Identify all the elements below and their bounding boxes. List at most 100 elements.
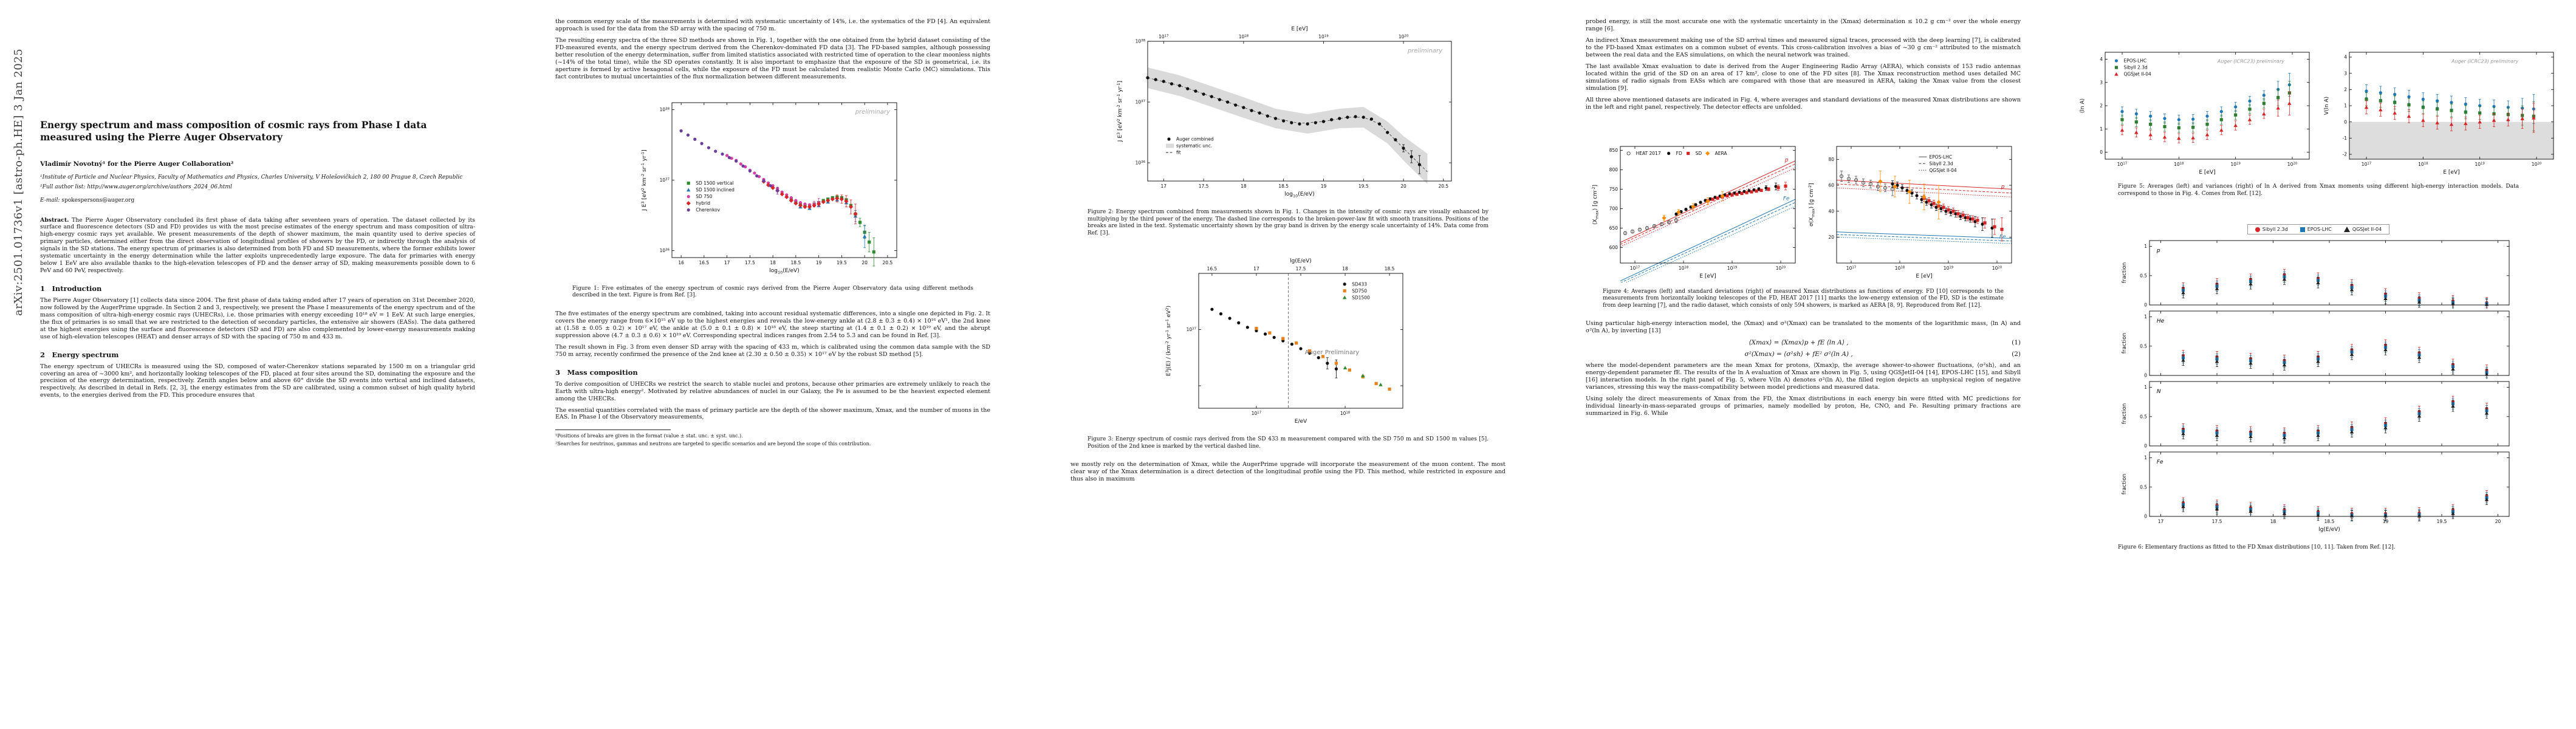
svg-text:Fe: Fe	[1999, 234, 2006, 240]
svg-text:p: p	[1784, 157, 1789, 163]
svg-text:QGSJet II-04: QGSJet II-04	[1929, 168, 1957, 173]
page-1-content: Energy spectrum and mass composition of …	[0, 0, 515, 399]
paragraph: An indirect Xmax measurement making use …	[1586, 36, 2021, 58]
page-3: 17 17.5 18 18.5 19 19.5 20 20.5 1017 1018 1019 1020…	[1030, 0, 1546, 729]
legend-entry: EPOS-LHC	[2300, 227, 2332, 232]
author-list-label: ²Full author list:	[40, 183, 86, 190]
paragraph: The five estimates of the energy spectru…	[555, 310, 990, 339]
svg-text:log10(E/eV): log10(E/eV)	[1284, 191, 1314, 198]
svg-text:16.5: 16.5	[699, 260, 710, 265]
fig6he-svg: 0 0.5 1 fraction He	[2122, 310, 2510, 380]
paragraph: The essential quantities correlated with…	[555, 406, 990, 421]
abstract: Abstract. The Pierre Auger Observatory c…	[40, 217, 475, 275]
svg-text:0: 0	[2144, 443, 2147, 449]
svg-text:1020: 1020	[1776, 265, 1786, 271]
svg-text:Sibyll 2.3d: Sibyll 2.3d	[2123, 65, 2148, 70]
svg-text:20: 20	[1400, 183, 1406, 189]
legend-entry: Sibyll 2.3d	[2255, 227, 2288, 232]
svg-text:20: 20	[2495, 519, 2501, 524]
svg-text:0.5: 0.5	[2140, 343, 2147, 349]
section-2-paragraph: The energy spectrum of UHECRs is measure…	[40, 363, 475, 399]
fig5r-svg: 1017 1018 1019 1020 -2 -1 0 1 2 3 4 E [eV] V(ln A) Au…	[2324, 52, 2554, 176]
figure-5-caption: Figure 5: Averages (left) and variances …	[2118, 183, 2519, 197]
svg-text:1017: 1017	[2362, 162, 2371, 167]
fig6p-svg: 0 0.5 1 fraction p	[2122, 240, 2510, 309]
equation-1-number: (1)	[2012, 339, 2021, 347]
svg-text:16: 16	[678, 260, 684, 265]
svg-text:20.5: 20.5	[883, 260, 893, 265]
paragraph: probed energy, is still the most accurat…	[1586, 18, 2021, 32]
svg-text:17.5: 17.5	[1199, 183, 1209, 189]
svg-text:SD 750: SD 750	[696, 194, 712, 199]
email-label: E-mail:	[40, 197, 60, 204]
svg-text:800: 800	[1609, 167, 1619, 173]
svg-text:1017: 1017	[1159, 34, 1168, 39]
svg-text:fraction: fraction	[2122, 474, 2128, 495]
figure-3-caption: Figure 3: Energy spectrum of cosmic rays…	[1088, 436, 1488, 450]
svg-text:18: 18	[2270, 519, 2276, 524]
svg-text:E [eV]: E [eV]	[1291, 26, 1307, 32]
svg-text:E/eV: E/eV	[1295, 419, 1307, 425]
svg-text:Fe: Fe	[1783, 196, 1790, 202]
figure-3: 1017 1018 16.5 17 17.5 18 18.5 lg(E/eV) 1037 E/eV…	[1070, 253, 1506, 430]
svg-text:20: 20	[862, 260, 868, 265]
svg-text:⟨ln A⟩: ⟨ln A⟩	[2080, 98, 2086, 113]
svg-text:Fe: Fe	[2157, 459, 2163, 465]
section-2-heading: 2 Energy spectrum	[40, 350, 119, 359]
figure-1-chart: 16 16.5 17 17.5 18 18.5 19 19.5 20 20.5 1036 1037 10…	[639, 94, 906, 279]
svg-text:0: 0	[2144, 514, 2147, 519]
svg-text:SD433: SD433	[1352, 281, 1367, 287]
legend-label: QGSJet II-04	[2352, 227, 2382, 233]
author-list-link[interactable]: http://www.auger.org/archive/authors_202…	[87, 183, 232, 190]
fig6n-svg: 0 0.5 1 fraction N	[2122, 381, 2510, 449]
svg-text:20: 20	[1828, 234, 1834, 240]
svg-text:1019: 1019	[1727, 265, 1738, 271]
svg-text:Auger (ICRC23) preliminary: Auger (ICRC23) preliminary	[2217, 59, 2284, 64]
svg-text:1019: 1019	[1944, 265, 1954, 271]
svg-text:1020: 1020	[2287, 162, 2298, 167]
svg-text:1018: 1018	[1679, 265, 1689, 271]
svg-text:fit: fit	[1176, 150, 1181, 156]
affiliation-2: ²Full author list: http://www.auger.org/…	[40, 184, 475, 190]
svg-text:SD1500: SD1500	[1352, 295, 1370, 300]
svg-text:0: 0	[2100, 149, 2103, 155]
svg-text:19: 19	[1321, 183, 1327, 189]
svg-text:hybrid: hybrid	[696, 200, 710, 206]
svg-text:1037: 1037	[1136, 100, 1145, 105]
svg-text:19.5: 19.5	[837, 260, 847, 265]
svg-text:1018: 1018	[2174, 162, 2184, 167]
svg-text:Cherenkov: Cherenkov	[696, 207, 721, 213]
figure-6-nitrogen-chart: 0 0.5 1 fraction N	[2119, 379, 2518, 450]
fig6fe-svg: 17 17.5 18 18.5 19 19.5 20 0 0.5 1 lg(E/eV) fractio…	[2122, 451, 2510, 533]
svg-text:J E3 [eV2 km-2 sr-1 yr-1]: J E3 [eV2 km-2 sr-1 yr-1]	[640, 149, 648, 211]
equation-1-body: ⟨Xmax⟩ = ⟨Xmax⟩p + fE ⟨ln A⟩ ,	[1749, 339, 1849, 347]
fig4r-svg: 1017 1018 1019 1020 20 40 60 80 E [eV] σ(Xmax) [g…	[1807, 146, 2012, 279]
svg-text:0: 0	[2144, 373, 2147, 378]
svg-text:E [eV]: E [eV]	[1699, 273, 1716, 279]
svg-text:20.5: 20.5	[1438, 183, 1448, 189]
figure-6-helium-chart: 0 0.5 1 fraction He	[2119, 309, 2518, 380]
svg-text:600: 600	[1609, 245, 1619, 250]
author-line: Vladimír Novotný¹ for the Pierre Auger C…	[40, 160, 234, 168]
svg-text:650: 650	[1609, 225, 1619, 231]
page-1: arXiv:2501.01736v1 [astro-ph.HE] 3 Jan 2…	[0, 0, 515, 729]
figure-6-panels: 0 0.5 1 fraction p 0 0.5 1 fraction He 0 0.5 1 frac…	[2119, 238, 2518, 538]
paper-title: Energy spectrum and mass composition of …	[40, 119, 427, 143]
svg-text:16.5: 16.5	[1207, 266, 1218, 272]
svg-text:p: p	[2156, 248, 2160, 254]
svg-text:1019: 1019	[2475, 162, 2485, 167]
svg-text:17: 17	[2158, 519, 2164, 524]
paragraph: where the model-dependent parameters are…	[1586, 362, 2021, 391]
page-3-content: 17 17.5 18 18.5 19 19.5 20 20.5 1017 1018 1019 1020…	[1030, 0, 1546, 483]
svg-text:1017: 1017	[1846, 265, 1856, 271]
svg-text:lg(E/eV): lg(E/eV)	[2318, 527, 2340, 533]
svg-text:1018: 1018	[2418, 162, 2428, 167]
figure-4-left-chart: 1017 1018 1019 1020 600 650 700 750 800 850 E [eV]…	[1590, 139, 1800, 282]
svg-text:⟨Xmax⟩ [g cm-2]: ⟨Xmax⟩ [g cm-2]	[1591, 185, 1599, 225]
fig4l-svg: 1017 1018 1019 1020 600 650 700 750 800 850 E [eV]…	[1591, 146, 1796, 282]
figure-4-caption: Figure 4: Averages (left) and standard d…	[1603, 288, 2004, 309]
legend-label: EPOS-LHC	[2307, 227, 2332, 233]
email-link[interactable]: spokespersons@auger.org	[61, 197, 135, 204]
svg-text:2: 2	[2344, 87, 2347, 92]
